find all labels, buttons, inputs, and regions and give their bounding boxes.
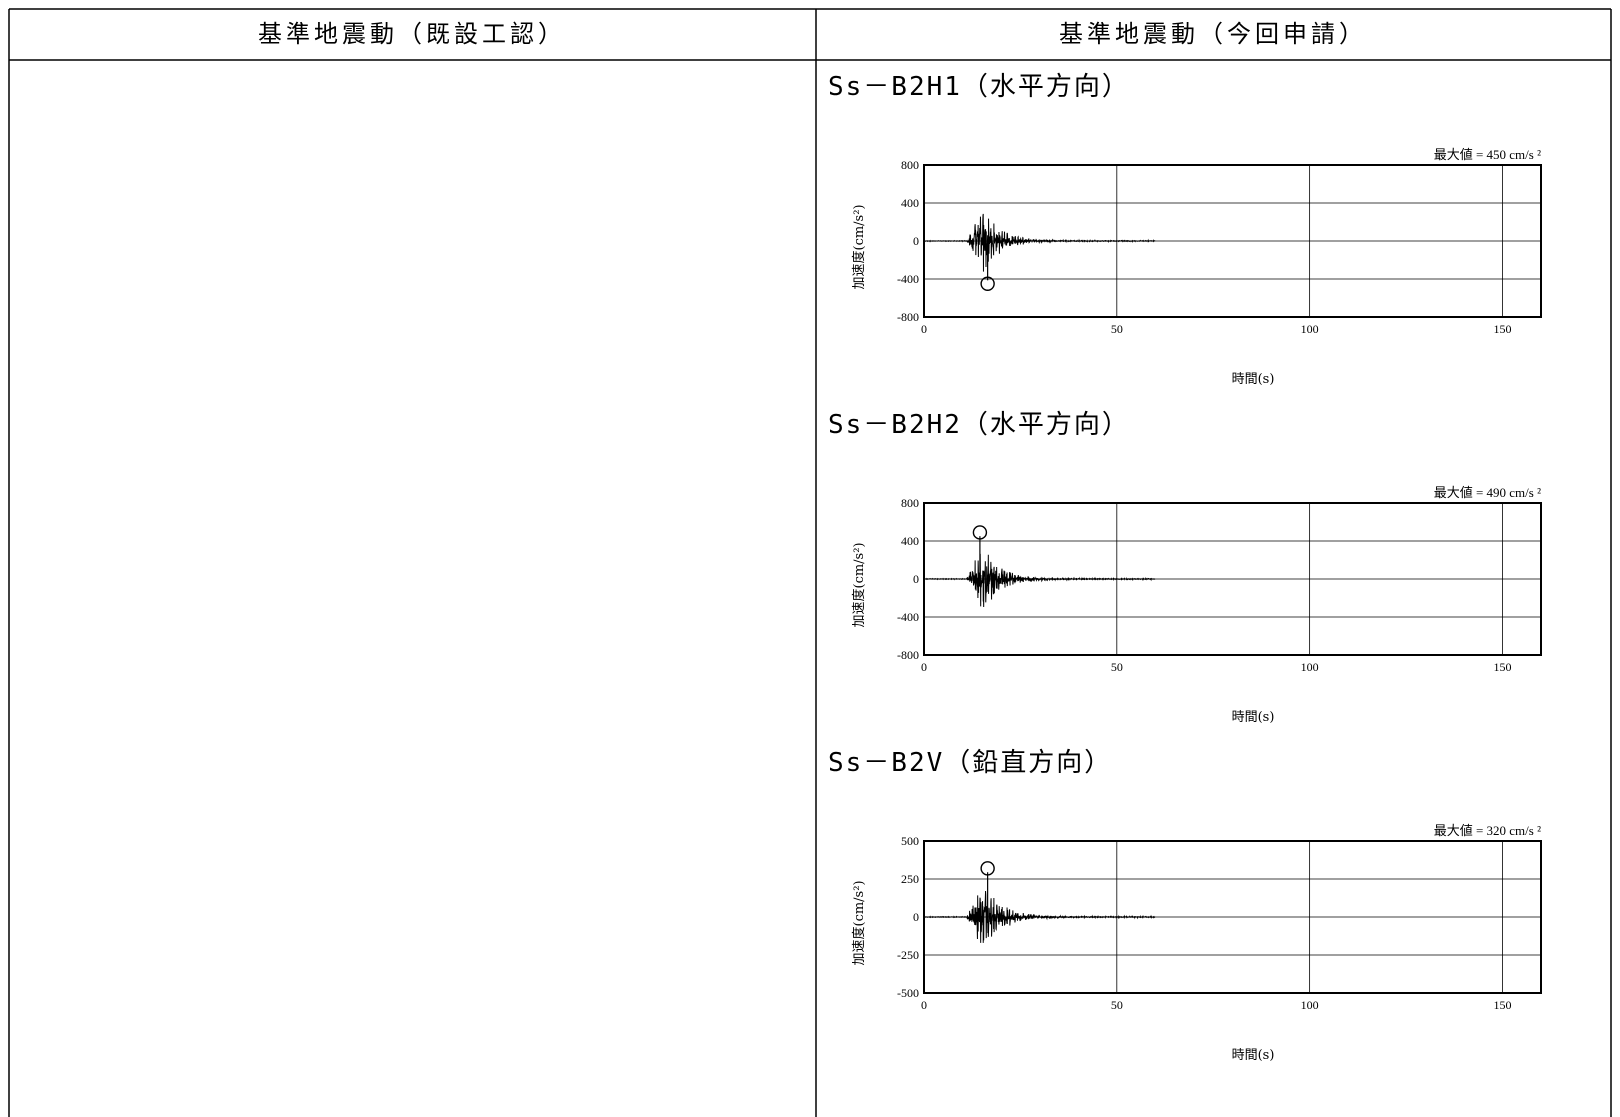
waveform-trace (923, 213, 1156, 272)
y-tick-label: -400 (897, 610, 919, 624)
y-axis-label: 加速度(cm/s²) (851, 204, 867, 289)
waveform-trace (923, 890, 1156, 943)
y-tick-label: -800 (897, 310, 919, 324)
y-tick-label: 400 (901, 534, 919, 548)
plot-frame (923, 840, 1542, 994)
chart-ss-b2v: Ss－B2V（鉛直方向） 最大値 = 320 cm/s ² 加速度(cm/s²)… (828, 748, 1542, 1063)
y-tick-label: 400 (901, 196, 919, 210)
x-axis-label: 時間(s) (1232, 710, 1275, 725)
plot-frame (923, 164, 1542, 318)
x-axis-label: 時間(s) (1232, 372, 1275, 387)
x-tick-label: 150 (1493, 660, 1511, 674)
chart-title: Ss－B2H2（水平方向） (828, 410, 1130, 440)
max-value-label: 最大値 = 450 cm/s ² (1434, 147, 1541, 162)
x-tick-label: 150 (1493, 322, 1511, 336)
x-tick-label: 150 (1493, 998, 1511, 1012)
x-tick-label: 100 (1301, 660, 1319, 674)
y-tick-label: 0 (913, 572, 919, 586)
y-tick-label: 800 (901, 158, 919, 172)
max-value-label: 最大値 = 320 cm/s ² (1434, 823, 1541, 838)
x-tick-label: 100 (1301, 322, 1319, 336)
y-tick-label: 800 (901, 496, 919, 510)
peak-marker-circle (972, 525, 988, 540)
x-tick-label: 50 (1111, 660, 1123, 674)
chart-ss-b2h2: Ss－B2H2（水平方向） 最大値 = 490 cm/s ² 加速度(cm/s²… (828, 410, 1542, 725)
y-tick-label: -250 (897, 948, 919, 962)
chart-ss-b2h1: Ss－B2H1（水平方向） 最大値 = 450 cm/s ² 加速度(cm/s²… (828, 72, 1542, 387)
x-tick-label: 50 (1111, 998, 1123, 1012)
x-axis-label: 時間(s) (1232, 1048, 1275, 1063)
y-axis-label: 加速度(cm/s²) (851, 542, 867, 627)
x-tick-label: 0 (921, 322, 927, 336)
header-left: 基準地震動（既設工認） (258, 20, 566, 48)
y-tick-label: 250 (901, 872, 919, 886)
y-tick-label: -500 (897, 986, 919, 1000)
x-tick-label: 0 (921, 998, 927, 1012)
peak-marker-circle (980, 276, 995, 291)
chart-title: Ss－B2H1（水平方向） (828, 72, 1130, 102)
max-value-label: 最大値 = 490 cm/s ² (1434, 485, 1541, 500)
y-tick-label: 500 (901, 834, 919, 848)
y-tick-label: 0 (913, 910, 919, 924)
waveform-trace (923, 553, 1156, 608)
y-tick-label: -400 (897, 272, 919, 286)
y-tick-label: -800 (897, 648, 919, 662)
chart-title: Ss－B2V（鉛直方向） (828, 748, 1112, 778)
y-tick-label: 0 (913, 234, 919, 248)
y-axis-label: 加速度(cm/s²) (851, 880, 867, 965)
x-tick-label: 100 (1301, 998, 1319, 1012)
header-right: 基準地震動（今回申請） (1059, 20, 1367, 48)
peak-marker-circle (980, 861, 995, 876)
x-tick-label: 0 (921, 660, 927, 674)
x-tick-label: 50 (1111, 322, 1123, 336)
